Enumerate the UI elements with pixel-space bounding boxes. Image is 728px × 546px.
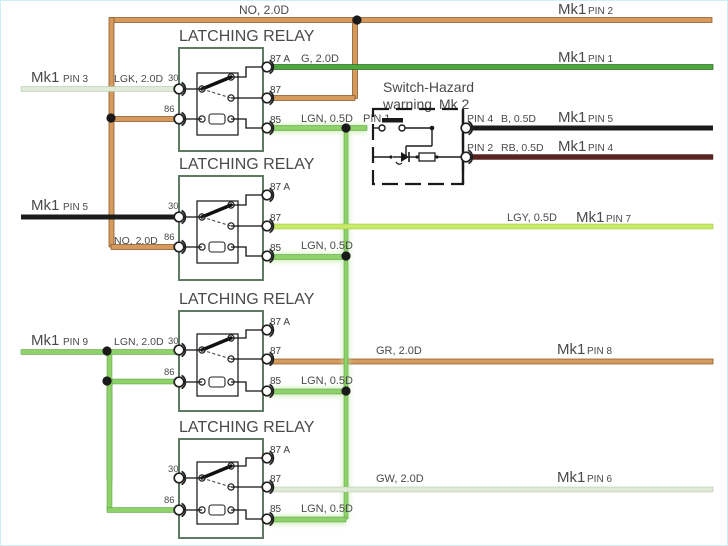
svg-text:87: 87 [270, 346, 282, 357]
svg-text:87: 87 [270, 85, 282, 96]
svg-text:PIN 5: PIN 5 [588, 114, 613, 125]
svg-text:87: 87 [270, 213, 282, 224]
svg-text:GW, 2.0D: GW, 2.0D [376, 473, 424, 485]
svg-text:NO, 2.0D: NO, 2.0D [114, 235, 158, 247]
svg-text:LGY, 0.5D: LGY, 0.5D [507, 212, 557, 224]
svg-text:30: 30 [168, 73, 179, 84]
svg-text:PIN 1: PIN 1 [588, 54, 613, 65]
svg-text:Switch-Hazard: Switch-Hazard [383, 79, 474, 95]
svg-text:87: 87 [270, 474, 282, 485]
svg-text:87 A: 87 A [270, 445, 290, 456]
svg-text:LGK, 2.0D: LGK, 2.0D [114, 73, 163, 85]
svg-text:LGN, 0.5D: LGN, 0.5D [301, 240, 353, 252]
svg-text:87 A: 87 A [270, 54, 290, 65]
svg-text:Mk1: Mk1 [558, 138, 586, 155]
svg-text:LATCHING RELAY: LATCHING RELAY [179, 419, 315, 436]
svg-text:Mk1: Mk1 [557, 469, 585, 486]
svg-text:30: 30 [168, 336, 179, 347]
svg-text:PIN 4: PIN 4 [588, 143, 613, 154]
svg-text:Mk1: Mk1 [558, 1, 586, 18]
svg-text:Mk1: Mk1 [557, 341, 585, 358]
svg-text:GR, 2.0D: GR, 2.0D [376, 345, 422, 357]
svg-text:85: 85 [270, 243, 282, 254]
svg-text:B, 0.5D: B, 0.5D [501, 113, 536, 125]
svg-text:PIN 5: PIN 5 [63, 202, 88, 213]
svg-text:Mk1: Mk1 [31, 332, 59, 349]
svg-text:PIN 3: PIN 3 [63, 74, 88, 85]
svg-text:PIN 2: PIN 2 [588, 6, 613, 17]
svg-text:PIN 6: PIN 6 [587, 474, 612, 485]
svg-text:PIN 8: PIN 8 [587, 346, 612, 357]
svg-text:LGN, 2.0D: LGN, 2.0D [114, 336, 164, 348]
svg-text:Mk1: Mk1 [558, 109, 586, 126]
svg-text:LATCHING RELAY: LATCHING RELAY [179, 291, 315, 308]
svg-text:Mk1: Mk1 [558, 49, 586, 66]
svg-text:86: 86 [164, 104, 175, 115]
svg-text:LGN, 0.5D: LGN, 0.5D [301, 375, 353, 387]
svg-text:85: 85 [270, 376, 282, 387]
svg-text:85: 85 [270, 115, 282, 126]
svg-text:86: 86 [164, 367, 175, 378]
svg-text:RB, 0.5D: RB, 0.5D [501, 142, 544, 154]
svg-text:30: 30 [168, 201, 179, 212]
svg-text:86: 86 [164, 495, 175, 506]
svg-text:LATCHING RELAY: LATCHING RELAY [179, 156, 315, 173]
svg-text:86: 86 [164, 232, 175, 243]
svg-text:PIN 9: PIN 9 [63, 337, 88, 348]
svg-text:LATCHING RELAY: LATCHING RELAY [179, 28, 315, 45]
svg-text:87 A: 87 A [270, 182, 290, 193]
svg-text:Mk1: Mk1 [31, 69, 59, 86]
svg-text:LGN, 0.5D: LGN, 0.5D [301, 113, 353, 125]
svg-text:87 A: 87 A [270, 317, 290, 328]
svg-text:G, 2.0D: G, 2.0D [301, 53, 339, 65]
svg-text:30: 30 [168, 464, 179, 475]
svg-text:Mk1: Mk1 [31, 197, 59, 214]
svg-text:85: 85 [270, 504, 282, 515]
svg-text:Mk1: Mk1 [576, 209, 604, 226]
svg-text:NO, 2.0D: NO, 2.0D [239, 3, 289, 17]
svg-text:PIN 7: PIN 7 [606, 214, 631, 225]
svg-text:LGN, 0.5D: LGN, 0.5D [301, 503, 353, 515]
